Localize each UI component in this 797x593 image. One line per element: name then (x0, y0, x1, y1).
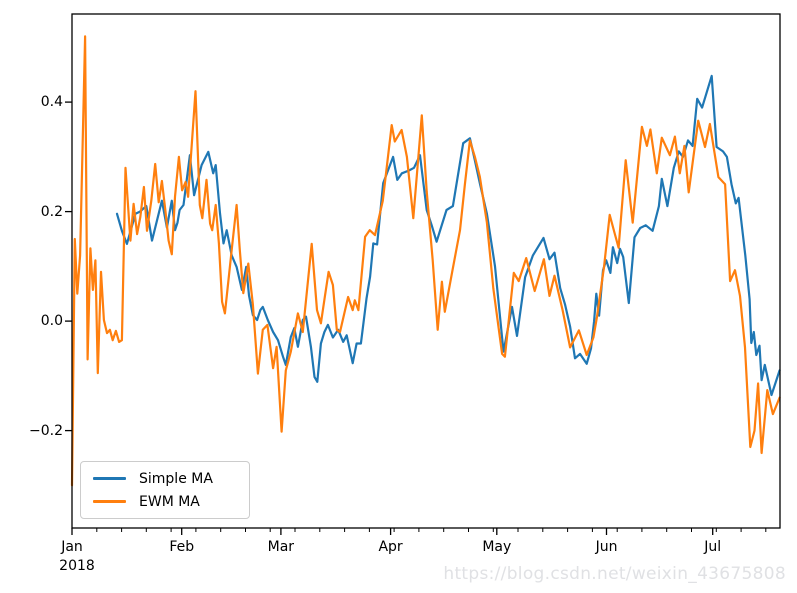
legend-item-simple-ma: Simple MA (93, 471, 237, 487)
legend-label-simple-ma: Simple MA (139, 470, 213, 487)
watermark: https://blog.csdn.net/weixin_43675808 (443, 564, 786, 584)
plot-frame (71, 13, 781, 529)
ewm-ma-line (70, 35, 781, 487)
simple-ma-line-icon (93, 477, 126, 480)
ewm-ma-line-icon (93, 500, 126, 503)
legend-label-ewm-ma: EWM MA (139, 493, 200, 510)
legend: Simple MA EWM MA (80, 461, 250, 519)
simple-ma-line (115, 74, 781, 397)
legend-item-ewm-ma: EWM MA (93, 494, 237, 510)
